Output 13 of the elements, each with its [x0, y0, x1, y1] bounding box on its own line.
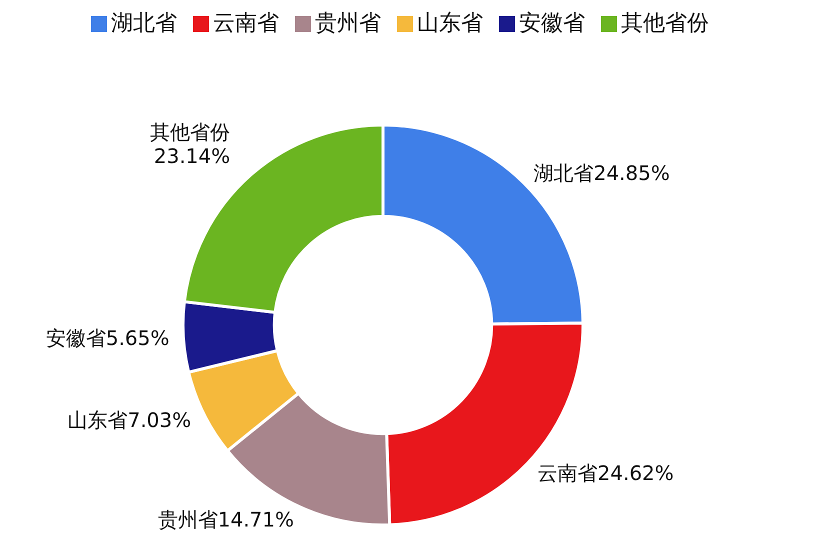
slice-label: 其他省份 — [150, 120, 230, 144]
legend-label: 其他省份 — [621, 11, 709, 36]
category-label: 湖北省24.85% — [534, 160, 670, 185]
legend-label: 贵州省 — [315, 11, 381, 36]
data-label: 23.14% — [154, 144, 230, 168]
category-label: 云南省24.62% — [538, 461, 674, 486]
category-label: 安徽省5.65% — [46, 326, 170, 350]
legend-label: 湖北省 — [111, 11, 177, 36]
legend-label: 山东省 — [417, 11, 483, 36]
legend-label: 安徽省 — [519, 11, 585, 36]
legend-label: 云南省 — [213, 11, 279, 36]
category-label: 山东省7.03% — [68, 408, 192, 432]
category-label: 贵州省14.71% — [158, 508, 294, 532]
